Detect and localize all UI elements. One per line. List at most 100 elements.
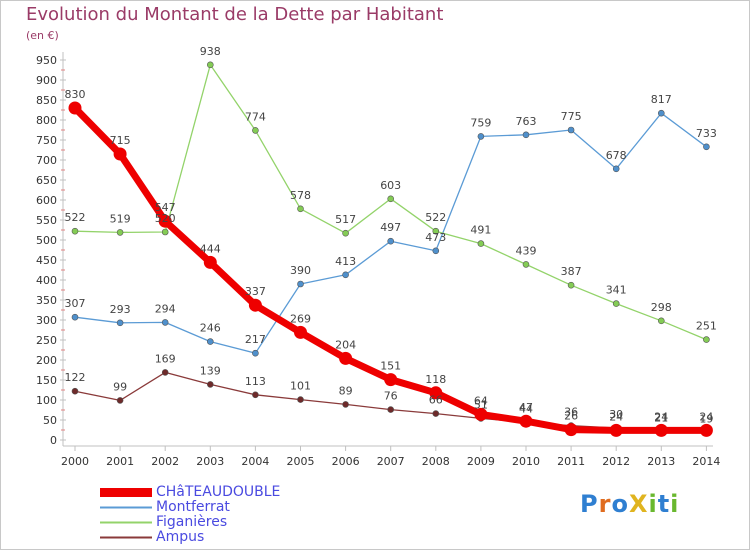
data-point [387,195,395,203]
data-point [564,423,578,437]
data-point [297,396,304,403]
data-point [609,423,623,437]
legend-label: CHâTEAUDOUBLE [156,484,281,500]
data-label: 938 [200,45,221,58]
data-label: 36 [564,406,578,419]
data-label: 603 [380,179,401,192]
data-point [703,143,710,151]
data-point [294,325,307,339]
data-label: 139 [200,364,221,377]
legend-swatch [100,536,152,539]
y-tick-label: 350 [36,294,57,307]
chart-series [68,61,713,437]
data-point [113,147,127,161]
y-tick-label: 300 [36,314,57,327]
data-label: 293 [110,303,131,316]
data-point [68,101,82,115]
x-tick-label: 2004 [241,455,269,468]
x-tick-label: 2011 [557,455,585,468]
data-label: 64 [474,394,488,407]
data-label: 30 [609,408,623,421]
y-tick-label: 450 [36,254,57,267]
data-point [567,281,575,289]
data-point [699,423,713,437]
data-label: 307 [65,297,86,310]
y-tick-label: 200 [36,354,57,367]
data-label: 763 [516,115,537,128]
data-label: 76 [384,390,398,403]
data-point [384,373,398,387]
data-label: 204 [335,338,356,351]
y-tick-label: 800 [36,114,57,127]
data-point [432,410,440,417]
legend-entry: Ampus [100,529,320,545]
legend-entry: Figanières [100,514,320,530]
y-tick-label: 500 [36,234,57,247]
data-label: 66 [429,394,443,407]
data-point [207,381,214,388]
y-tick-label: 850 [36,94,57,107]
data-label: 439 [516,244,537,257]
data-label: 519 [110,212,131,225]
legend-entry: CHâTEAUDOUBLE [100,484,320,500]
data-point [116,229,124,236]
data-point [657,109,665,117]
data-label: 337 [245,285,266,298]
x-tick-label: 2005 [287,455,315,468]
logo-letter: t [657,490,671,518]
logo-letter: o [611,490,629,518]
x-tick-label: 2012 [602,455,630,468]
data-point [71,313,79,321]
data-label: 390 [290,264,311,277]
x-tick-label: 2001 [106,455,134,468]
chart-title: Evolution du Montant de la Dette par Hab… [26,4,444,25]
data-label: 89 [339,384,353,397]
data-point [703,336,710,343]
data-label: 24 [609,410,623,423]
data-point [612,165,620,173]
chart-legend: CHâTEAUDOUBLE Montferrat Figanières Ampus [100,484,320,545]
data-label: 413 [335,255,356,268]
data-point [432,227,440,235]
data-point [519,414,533,428]
x-tick-label: 2010 [512,455,540,468]
data-point [252,127,259,134]
data-point [161,228,169,236]
data-label: 294 [155,302,176,315]
data-point [297,280,304,288]
data-label: 122 [65,371,86,384]
data-point [339,351,353,365]
y-tick-label: 900 [36,74,57,87]
data-point [432,247,440,255]
data-point [657,317,665,325]
data-point [522,131,530,139]
data-point [207,338,214,345]
logo-letter: i [648,490,658,518]
data-point [203,255,217,269]
data-label: 169 [155,352,176,365]
data-label: 44 [519,402,533,415]
data-label: 101 [290,380,311,393]
data-label: 817 [651,93,672,106]
data-point [71,227,79,235]
data-point [342,229,349,237]
data-point [387,406,395,413]
data-point [522,261,530,268]
data-label: 678 [606,149,627,162]
data-point [342,271,349,279]
logo-letter: r [598,490,612,518]
y-tick-label: 600 [36,194,57,207]
data-label: 21 [654,412,668,425]
chart-subtitle: (en €) [26,29,59,42]
data-label: 51 [474,398,488,411]
data-label: 387 [561,265,582,278]
logo-letter: i [670,490,680,518]
data-point [477,133,485,140]
y-tick-label: 700 [36,154,57,167]
legend-label: Figanières [156,514,228,530]
data-label: 715 [110,134,131,147]
data-label: 522 [65,211,86,224]
y-tick-label: 400 [36,274,57,287]
